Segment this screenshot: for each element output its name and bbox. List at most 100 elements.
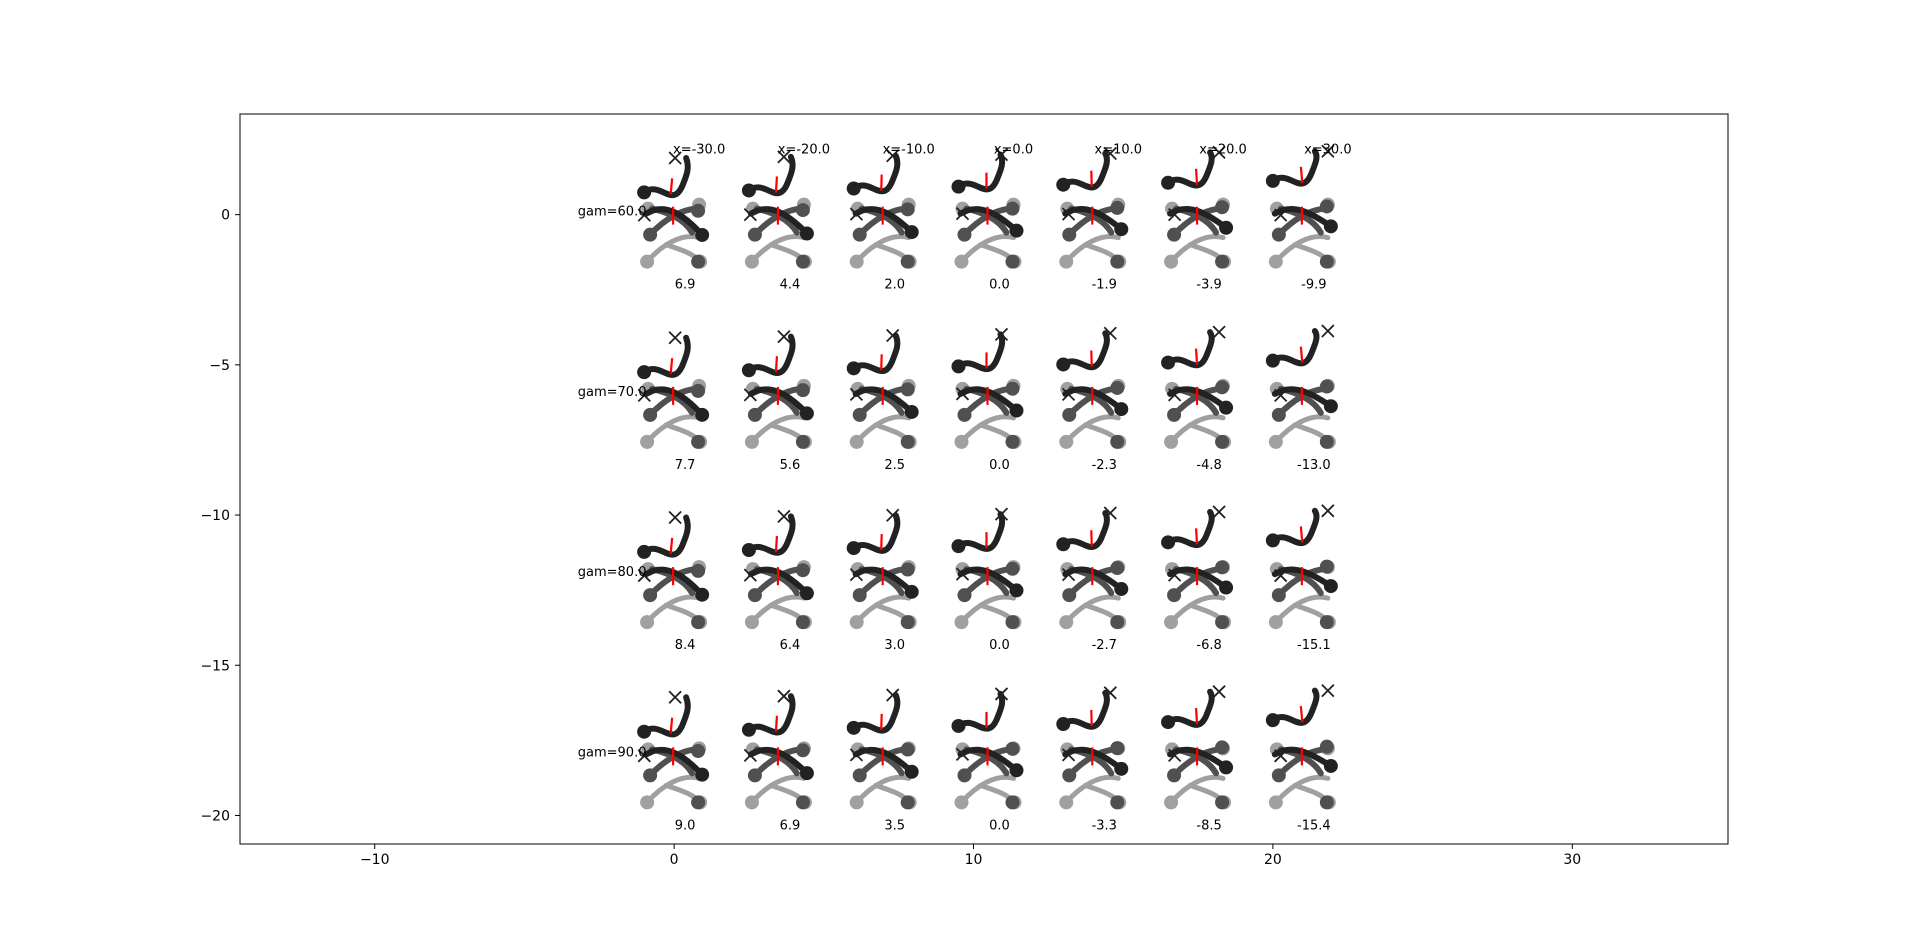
stick-figure bbox=[1265, 144, 1338, 269]
cell-value-label: 7.7 bbox=[675, 458, 696, 473]
mid-foot-marker bbox=[1271, 407, 1286, 422]
mid-joint-marker bbox=[795, 203, 810, 218]
leg-cross-marker bbox=[743, 388, 757, 402]
body-line-upper bbox=[1299, 526, 1304, 543]
near-foot-marker bbox=[904, 584, 919, 599]
near-joint-marker bbox=[1265, 353, 1280, 368]
mid-foot-marker bbox=[957, 407, 972, 422]
near-joint-marker bbox=[1161, 355, 1176, 370]
body-line-upper bbox=[1194, 348, 1199, 365]
mid-joint-marker bbox=[1215, 380, 1230, 395]
mid-joint-marker bbox=[1005, 381, 1020, 396]
mid-foot-marker bbox=[1005, 434, 1020, 449]
mid-foot-marker bbox=[1062, 588, 1077, 603]
mid-foot-marker bbox=[795, 615, 810, 630]
mid-foot-marker bbox=[1167, 227, 1182, 242]
cell-value-label: -4.8 bbox=[1196, 458, 1221, 473]
leg-cross-marker bbox=[743, 568, 757, 582]
mid-foot-marker bbox=[1319, 615, 1334, 630]
near-joint-marker bbox=[846, 181, 861, 196]
mid-foot-marker bbox=[1167, 768, 1182, 783]
cell-value-label: 6.9 bbox=[675, 278, 696, 293]
mid-foot-marker bbox=[747, 227, 762, 242]
near-joint-marker bbox=[846, 541, 861, 556]
near-foot-marker bbox=[1114, 761, 1129, 776]
leg-cross-marker bbox=[1212, 505, 1226, 519]
stick-figure bbox=[1056, 326, 1129, 449]
cell-value-label: -8.5 bbox=[1196, 818, 1221, 833]
near-joint-marker bbox=[1265, 173, 1280, 188]
far-foot-marker bbox=[744, 615, 759, 630]
far-foot-marker bbox=[640, 254, 655, 269]
far-foot-marker bbox=[1059, 615, 1074, 630]
cell-value-label: -13.0 bbox=[1297, 458, 1331, 473]
near-foot-marker bbox=[904, 764, 919, 779]
mid-foot-marker bbox=[957, 768, 972, 783]
far-foot-marker bbox=[744, 795, 759, 810]
column-title: x=-20.0 bbox=[778, 143, 830, 158]
near-joint-marker bbox=[741, 183, 756, 198]
stick-figure bbox=[1056, 686, 1129, 810]
stick-figure bbox=[846, 328, 919, 449]
mid-foot-marker bbox=[1167, 407, 1182, 422]
leg-cross-marker bbox=[1167, 568, 1182, 582]
mid-joint-marker bbox=[900, 742, 915, 757]
stick-figure bbox=[741, 150, 814, 269]
mid-foot-marker bbox=[1110, 615, 1125, 630]
far-foot-marker bbox=[849, 615, 864, 630]
body-line-upper bbox=[774, 535, 779, 553]
near-joint-marker bbox=[1056, 357, 1071, 372]
mid-foot-marker bbox=[1167, 588, 1182, 603]
mid-joint-marker bbox=[795, 743, 810, 758]
mid-foot-marker bbox=[900, 254, 915, 269]
stick-figure bbox=[1265, 683, 1338, 810]
leg-cross-marker bbox=[1061, 387, 1076, 402]
far-foot-marker bbox=[1059, 434, 1074, 449]
mid-foot-marker bbox=[1215, 795, 1230, 810]
body-line-upper bbox=[1299, 706, 1304, 723]
leg-cross-marker bbox=[955, 207, 970, 221]
near-foot-marker bbox=[799, 586, 814, 601]
stick-figure bbox=[637, 331, 710, 449]
body-line-upper bbox=[1194, 168, 1199, 185]
far-foot-marker bbox=[744, 254, 759, 269]
mid-joint-marker bbox=[900, 382, 915, 397]
near-foot-marker bbox=[904, 225, 919, 240]
leg-cross-marker bbox=[668, 690, 682, 704]
mid-foot-marker bbox=[747, 588, 762, 603]
y-tick-label: −15 bbox=[200, 658, 230, 674]
far-foot-marker bbox=[849, 254, 864, 269]
stick-figure bbox=[1056, 146, 1129, 269]
near-joint-marker bbox=[637, 365, 652, 380]
leg-cross-marker bbox=[886, 688, 900, 702]
mid-foot-marker bbox=[795, 434, 810, 449]
mid-foot-marker bbox=[795, 795, 810, 810]
far-foot-marker bbox=[1059, 795, 1074, 810]
mid-foot-marker bbox=[957, 588, 972, 603]
mid-joint-marker bbox=[691, 383, 706, 398]
cell-value-label: 0.0 bbox=[989, 458, 1010, 473]
near-foot-marker bbox=[1114, 581, 1129, 596]
near-joint-marker bbox=[1161, 175, 1176, 190]
mid-foot-marker bbox=[957, 227, 972, 242]
mid-foot-marker bbox=[1319, 795, 1334, 810]
far-foot-marker bbox=[954, 795, 969, 810]
mid-foot-marker bbox=[691, 254, 706, 269]
leg-cross-marker bbox=[1321, 144, 1335, 158]
x-tick-label: 10 bbox=[965, 852, 983, 868]
leg-cross-marker bbox=[1167, 388, 1182, 402]
far-foot-marker bbox=[640, 434, 655, 449]
near-foot-marker bbox=[799, 406, 814, 421]
far-foot-marker bbox=[849, 795, 864, 810]
far-foot-marker bbox=[1164, 434, 1179, 449]
near-foot-marker bbox=[1009, 403, 1024, 418]
far-foot-marker bbox=[954, 254, 969, 269]
near-foot-marker bbox=[1323, 399, 1338, 414]
mid-foot-marker bbox=[1215, 254, 1230, 269]
cell-value-label: -3.9 bbox=[1196, 278, 1221, 293]
far-foot-marker bbox=[1164, 254, 1179, 269]
leg-cross-marker bbox=[886, 328, 900, 343]
mid-foot-marker bbox=[1005, 615, 1020, 630]
near-foot-marker bbox=[1009, 583, 1024, 598]
mid-foot-marker bbox=[1062, 227, 1077, 242]
